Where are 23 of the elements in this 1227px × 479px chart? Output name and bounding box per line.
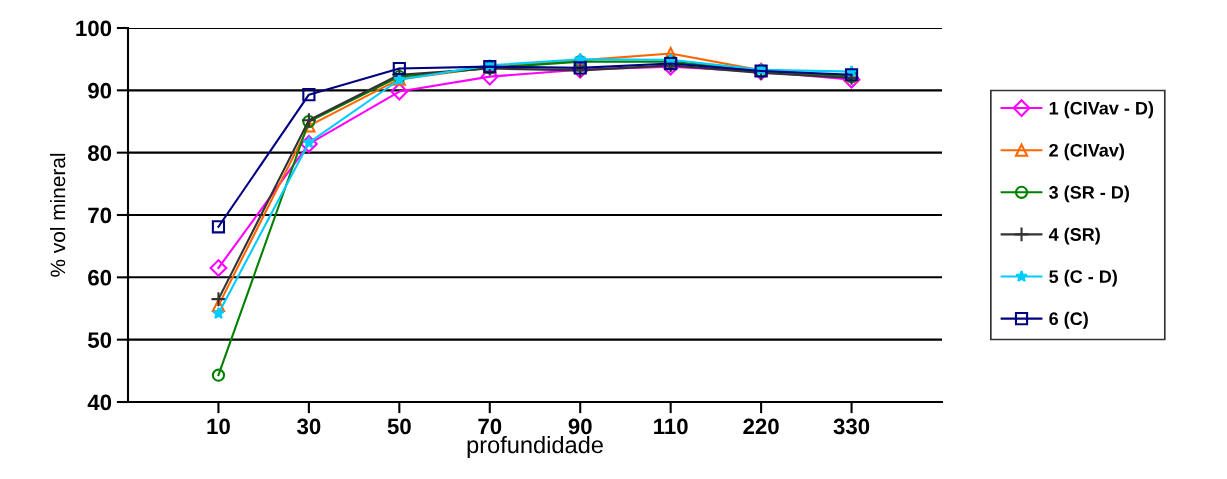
legend-label: 4 (SR) xyxy=(1048,227,1100,245)
legend-label: 2 (CIVav) xyxy=(1049,143,1124,161)
y-tick-label: 50 xyxy=(88,332,112,348)
y-axis-title: % vol mineral xyxy=(49,153,66,277)
legend-label: 5 (C - D) xyxy=(1049,269,1117,287)
y-tick-label: 60 xyxy=(88,269,112,286)
x-tick-label: 110 xyxy=(654,418,688,435)
x-tick-label: 50 xyxy=(387,418,411,435)
legend-label: 1 (CIVav - D) xyxy=(1049,101,1154,119)
legend-label: 6 (C) xyxy=(1049,311,1088,329)
x-tick-label: 220 xyxy=(743,418,779,435)
x-tick-label: 30 xyxy=(297,418,321,435)
x-tick-label: 330 xyxy=(833,418,870,435)
legend-label: 3 (SR - D) xyxy=(1049,185,1129,203)
x-axis-title: profundidade xyxy=(467,435,603,458)
y-tick-label: 70 xyxy=(88,207,112,224)
x-tick-label: 90 xyxy=(568,418,592,435)
x-tick-label: 70 xyxy=(478,418,502,435)
y-tick-label: 80 xyxy=(88,145,112,161)
y-tick-label: 40 xyxy=(87,394,112,411)
y-tick-label: 90 xyxy=(88,82,112,99)
x-tick-label: 10 xyxy=(207,418,230,435)
y-tick-label: 100 xyxy=(76,20,112,37)
